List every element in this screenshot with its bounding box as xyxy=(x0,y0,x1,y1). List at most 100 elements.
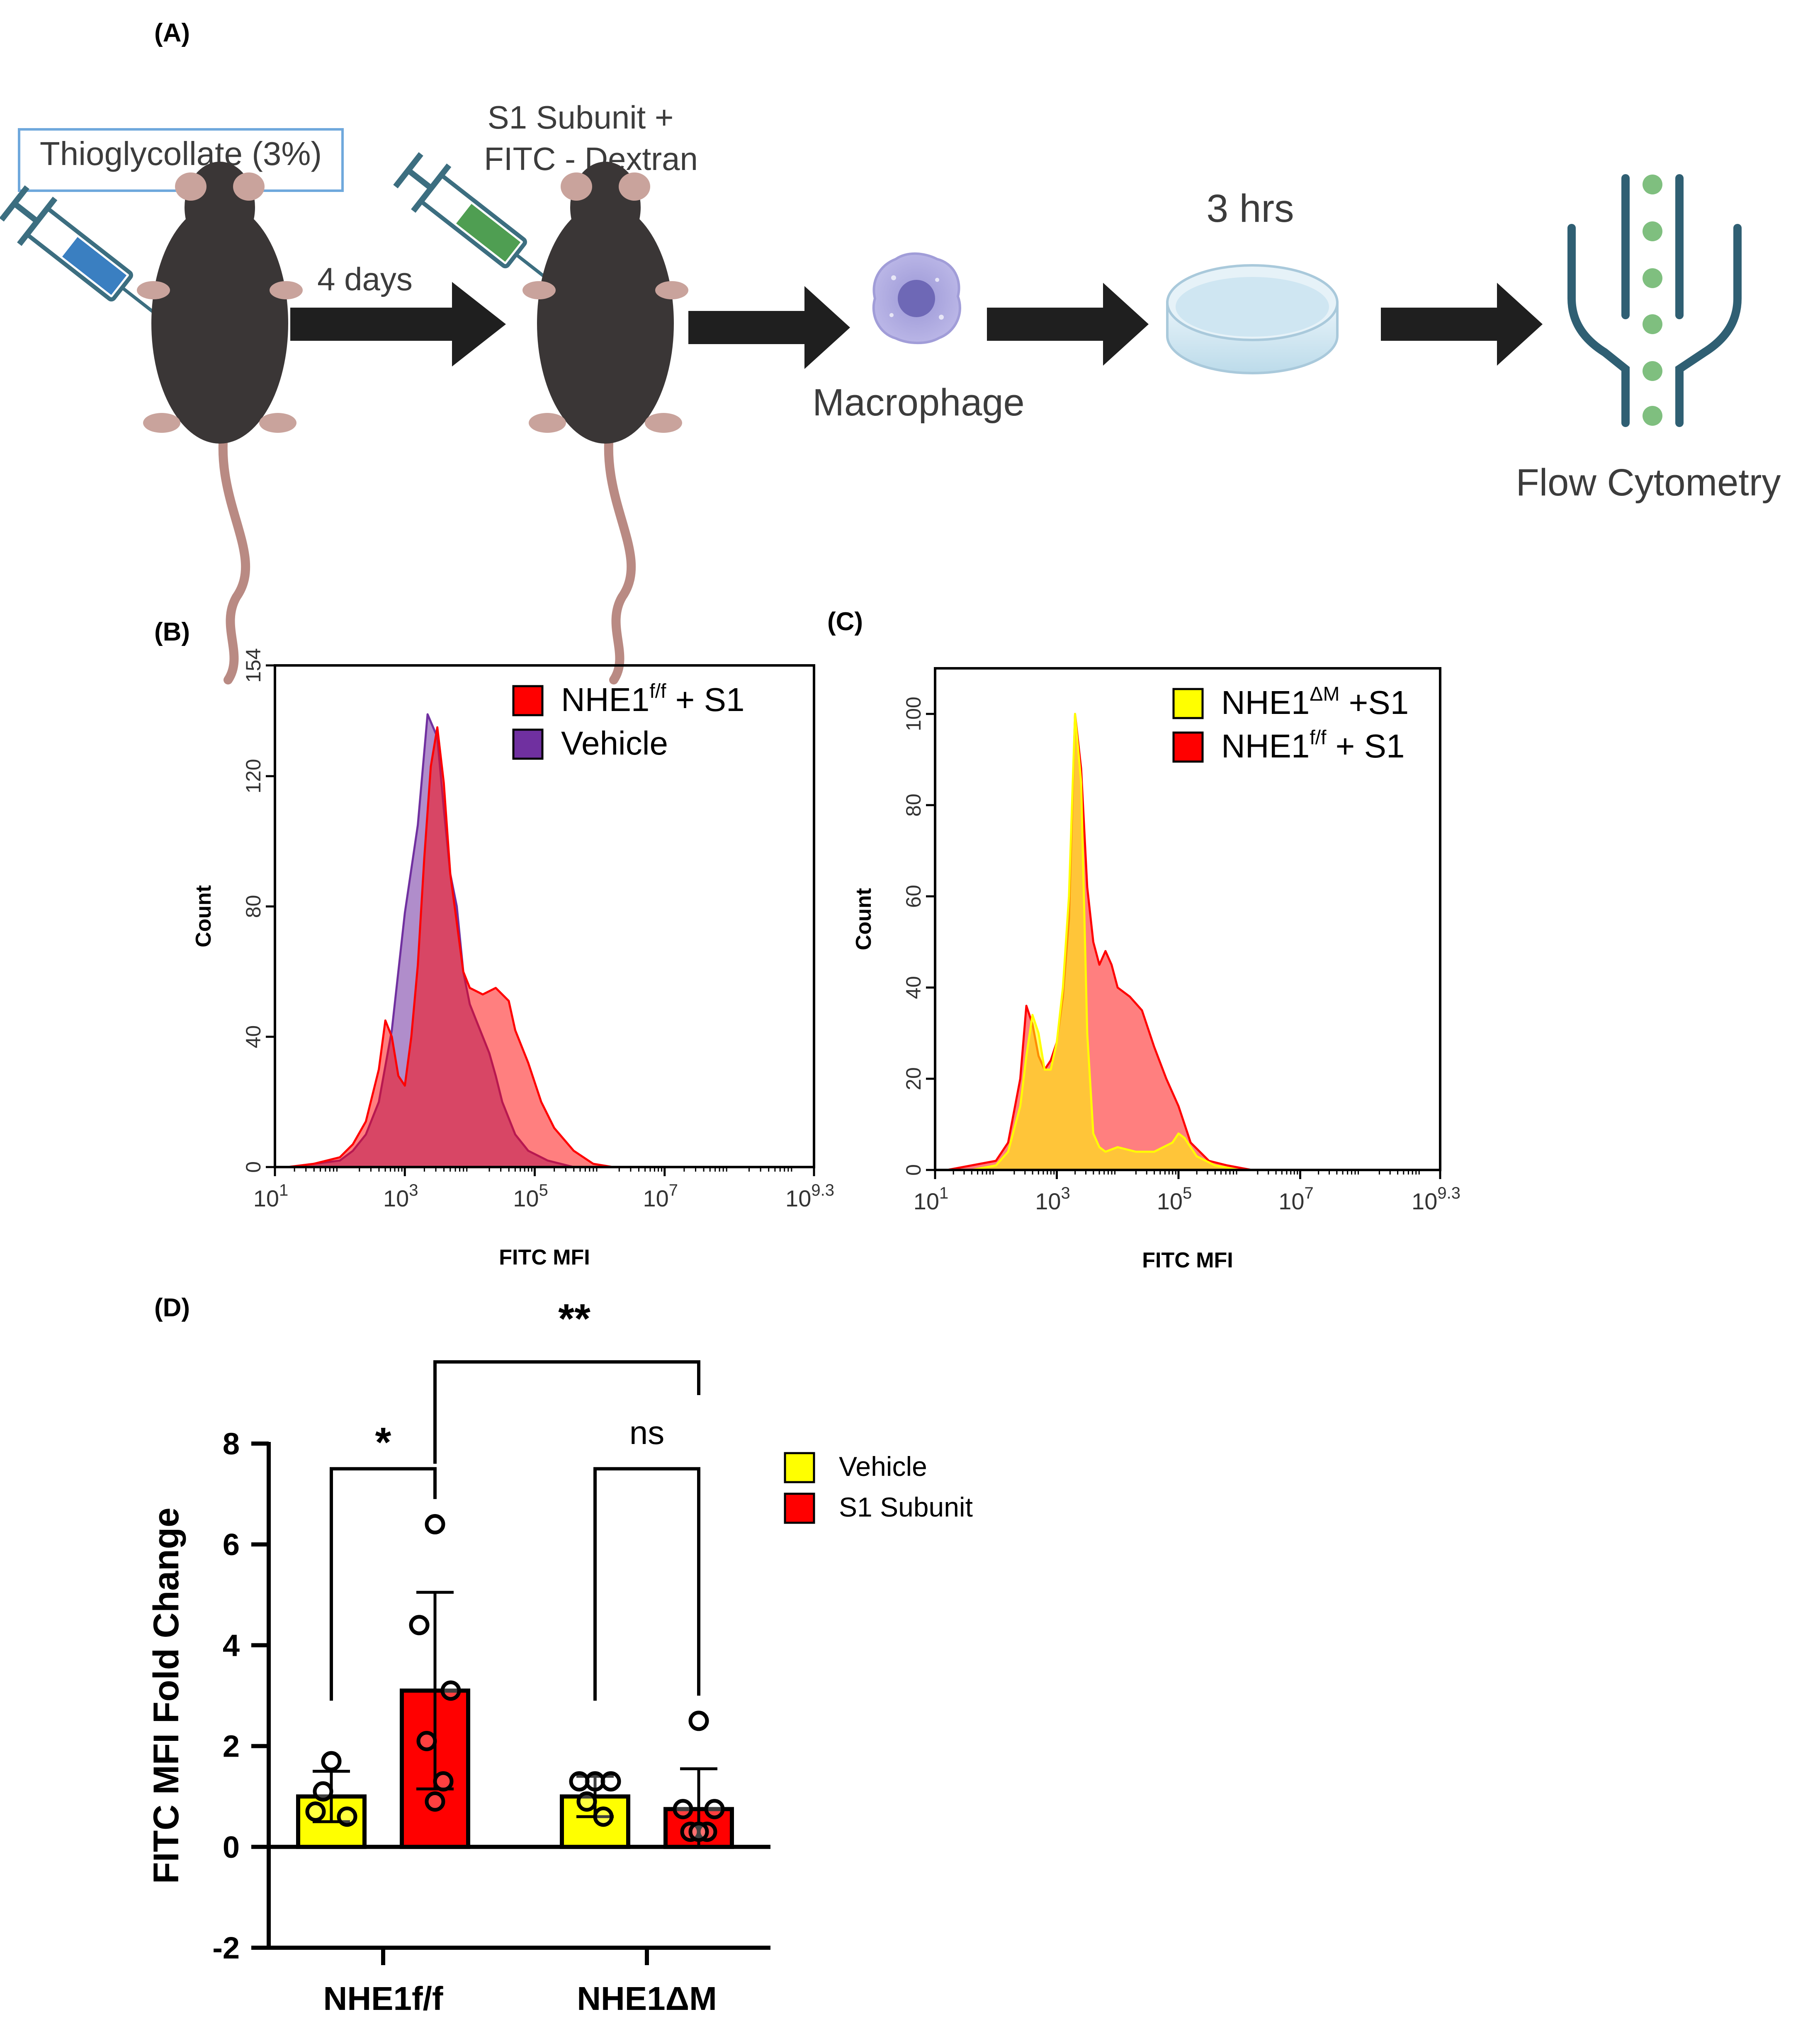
plot-frame xyxy=(274,664,815,1168)
y-tick-label: 2 xyxy=(223,1729,240,1764)
flow-cytometry-icon xyxy=(1567,174,1742,427)
y-tick-label: 0 xyxy=(902,1164,925,1176)
legend-swatch xyxy=(1172,688,1204,719)
data-point xyxy=(425,1791,445,1812)
sig-bracket-2 xyxy=(593,1467,700,1701)
flow-cell-dots xyxy=(1643,175,1662,426)
data-point xyxy=(688,1711,709,1731)
legend-swatch xyxy=(784,1452,815,1483)
data-point xyxy=(688,1821,709,1842)
legend-label: S1 Subunit xyxy=(839,1492,973,1522)
data-point xyxy=(416,1730,437,1751)
panel-c-label: (C) xyxy=(827,607,863,636)
panel-a: (A) Thioglycollate (3%) xyxy=(0,19,1781,684)
x-tick-label: 107 xyxy=(643,1181,678,1211)
x-tick-label: 107 xyxy=(1278,1184,1314,1214)
data-point xyxy=(576,1791,597,1812)
y-tick-label: 154 xyxy=(242,648,265,682)
x-tick-label: 105 xyxy=(513,1181,548,1211)
x-tick-label: 109.3 xyxy=(785,1181,834,1211)
data-point xyxy=(313,1781,333,1802)
bar-chart-d: -2 0 2 4 6 8 NHE1f/f NHE1ΔM FITC MFI Fold Change… xyxy=(146,1296,973,2017)
legend-swatch xyxy=(1172,731,1204,763)
sig-label-3: ** xyxy=(558,1296,590,1342)
sig-bracket-1 xyxy=(330,1467,437,1701)
legend-swatch xyxy=(512,685,544,716)
legend-label: Vehicle xyxy=(839,1451,927,1482)
sig-bracket-3 xyxy=(433,1360,700,1464)
mouse-1-icon xyxy=(137,162,303,684)
legend-label: NHE1f/f + S1 xyxy=(561,680,744,718)
y-tick-label: 80 xyxy=(902,794,925,817)
y-tick-label: 120 xyxy=(242,759,265,793)
legend-label: Vehicle xyxy=(561,725,668,762)
y-axis-label: FITC MFI Fold Change xyxy=(146,1507,186,1884)
macrophage-label: Macrophage xyxy=(812,381,1024,424)
y-tick-label: 0 xyxy=(242,1161,265,1173)
x-axis-label: FITC MFI xyxy=(1142,1248,1233,1272)
thioglycollate-label: Thioglycollate (3%) xyxy=(40,135,322,172)
legend-swatch xyxy=(784,1493,815,1524)
data-point xyxy=(593,1806,614,1827)
data-point xyxy=(440,1680,461,1701)
injection-2-label-line-1: S1 Subunit + xyxy=(488,99,674,136)
arrow-3-icon xyxy=(987,283,1149,366)
arrow-4-icon xyxy=(1381,283,1543,366)
data-point xyxy=(321,1751,342,1772)
plot-frame xyxy=(934,667,1441,1171)
y-tick-label: 20 xyxy=(902,1067,925,1090)
arrow-1-label: 4 days xyxy=(317,261,413,297)
panel-d-label: (D) xyxy=(154,1294,190,1322)
series-area-1 xyxy=(287,726,614,1168)
x-tick-label: 105 xyxy=(1157,1184,1192,1214)
x-axis-label: FITC MFI xyxy=(499,1245,590,1269)
y-tick-label: 60 xyxy=(902,885,925,908)
legend-label: NHE1f/f + S1 xyxy=(1221,727,1404,764)
x-tick-label: 103 xyxy=(383,1181,418,1211)
x-tick-label: 103 xyxy=(1035,1184,1070,1214)
data-point xyxy=(305,1801,326,1822)
series-area-0 xyxy=(946,713,1253,1171)
arrow-2-icon xyxy=(688,286,850,369)
y-tick-label: 100 xyxy=(902,697,925,731)
x-tick-label: 109.3 xyxy=(1412,1184,1460,1214)
y-axis-label: Count xyxy=(852,888,876,950)
panel-a-label: (A) xyxy=(154,19,190,47)
data-point xyxy=(337,1806,357,1827)
x-tick-label: 101 xyxy=(253,1181,289,1211)
incubation-label: 3 hrs xyxy=(1206,187,1294,231)
x-tick-label: 101 xyxy=(914,1184,949,1214)
y-tick-label: 40 xyxy=(242,1025,265,1048)
macrophage-icon xyxy=(872,252,961,345)
y-tick-label: 6 xyxy=(223,1527,240,1562)
data-point xyxy=(569,1771,590,1792)
legend-label: NHE1ΔM +S1 xyxy=(1221,683,1409,721)
x-group-label: NHE1ΔM xyxy=(577,1980,717,2017)
histogram-chart-c: 0 20 40 60 80 100 101 103 105 107 109.3 FITC MFI Cou… xyxy=(852,667,1460,1272)
data-point xyxy=(704,1799,725,1820)
y-tick-label: -2 xyxy=(212,1931,240,1965)
y-tick-label: 8 xyxy=(223,1427,240,1461)
panel-b-label: (B) xyxy=(154,618,190,646)
y-tick-label: 40 xyxy=(902,976,925,999)
y-tick-label: 0 xyxy=(223,1830,240,1864)
flow-cytometry-label: Flow Cytometry xyxy=(1516,461,1781,504)
sig-label-2: ns xyxy=(629,1414,665,1451)
y-tick-label: 4 xyxy=(223,1628,240,1662)
data-point xyxy=(673,1799,693,1820)
arrow-1-icon xyxy=(290,282,506,366)
data-point xyxy=(433,1771,454,1792)
petri-dish-icon xyxy=(1166,264,1339,374)
data-point xyxy=(600,1771,621,1792)
data-point xyxy=(409,1615,430,1636)
series-area-1 xyxy=(946,713,1241,1171)
legend-swatch xyxy=(512,728,544,760)
sig-label-1: * xyxy=(375,1419,391,1466)
mouse-2-icon xyxy=(522,162,688,684)
x-group-label: NHE1f/f xyxy=(323,1980,443,2017)
y-tick-label: 80 xyxy=(242,895,265,918)
y-axis-label: Count xyxy=(192,885,216,947)
data-point xyxy=(425,1514,445,1535)
histogram-chart-b: 0 40 80 120 154 101 103 105 107 109.3 FITC MFI Coun… xyxy=(192,648,834,1269)
